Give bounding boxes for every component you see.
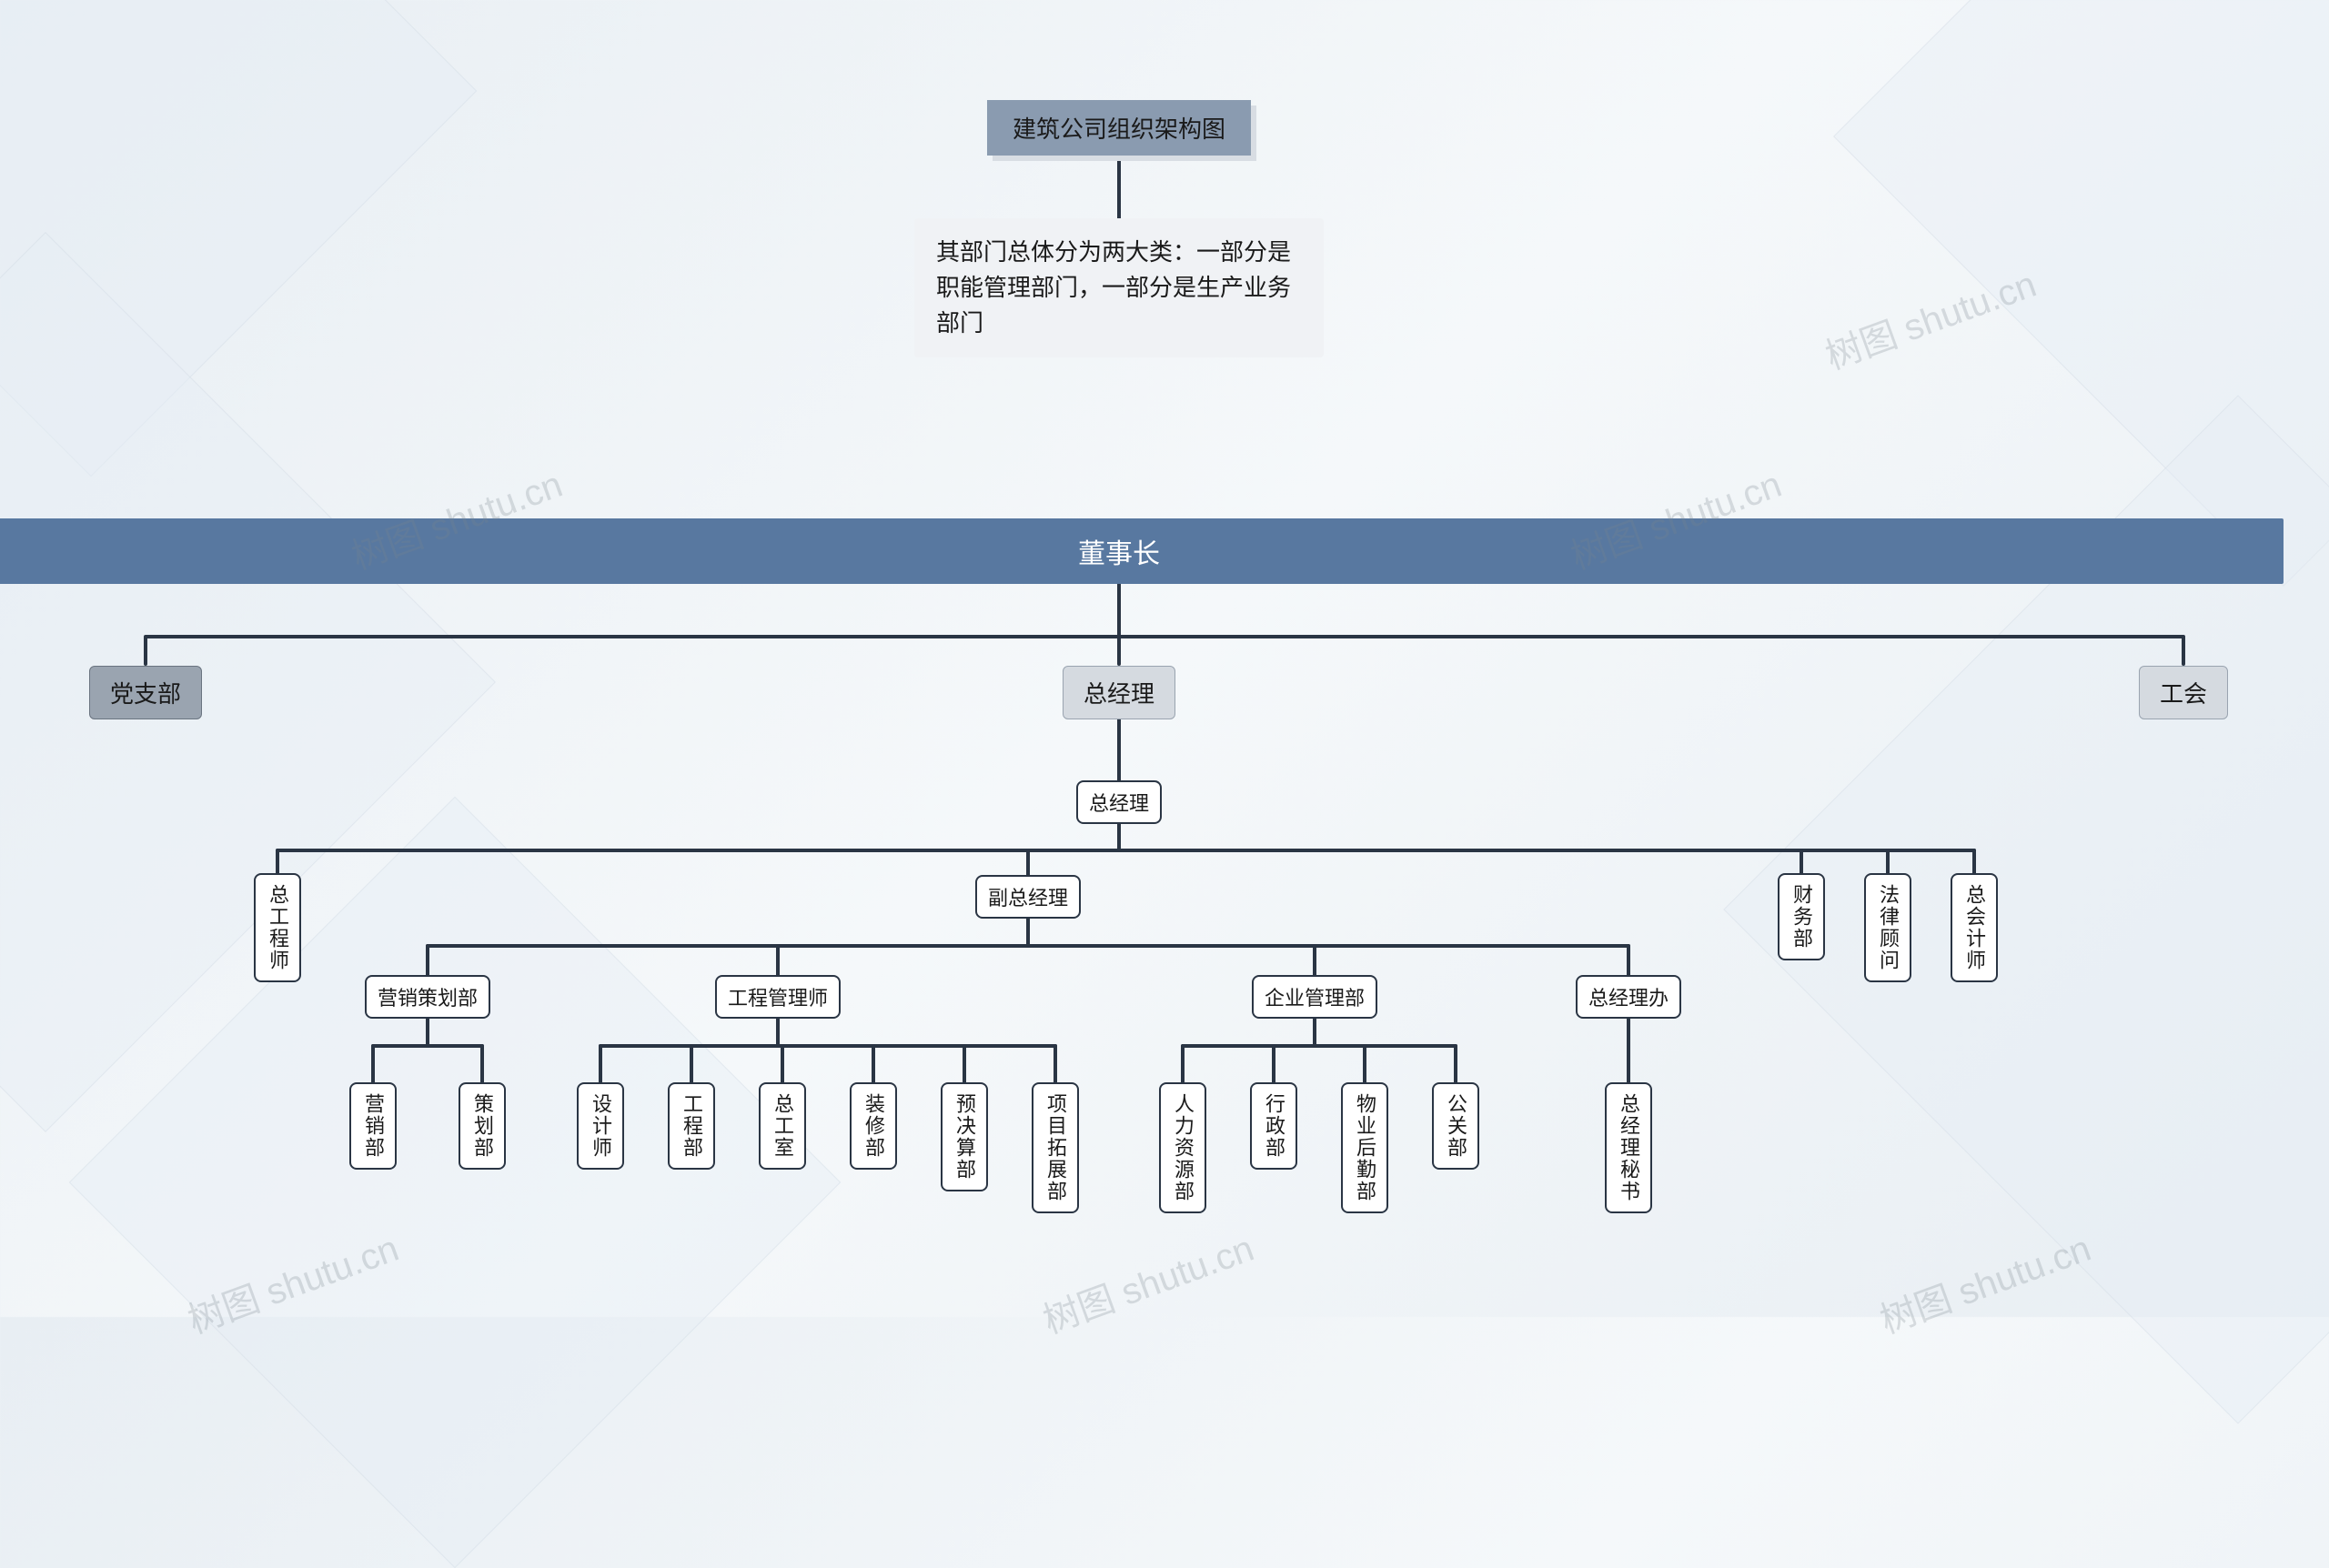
- node-pr: 公关部: [1432, 1082, 1479, 1170]
- chart-title: 建筑公司组织架构图: [987, 100, 1251, 156]
- chart-description: 其部门总体分为两大类：一部分是职能管理部门，一部分是生产业务部门: [914, 218, 1324, 357]
- node-chief-eng-office: 总工室: [759, 1082, 806, 1170]
- node-project-expand: 项目拓展部: [1032, 1082, 1079, 1213]
- node-marketing-plan: 营销策划部: [365, 975, 490, 1019]
- node-chief-accountant: 总会计师: [1951, 873, 1998, 982]
- node-budget: 预决算部: [941, 1082, 988, 1191]
- node-party: 党支部: [89, 666, 202, 719]
- node-deputy-gm: 副总经理: [975, 875, 1081, 919]
- node-sales: 营销部: [349, 1082, 397, 1170]
- node-eng-mgr: 工程管理师: [715, 975, 841, 1019]
- node-finance: 财务部: [1778, 873, 1825, 960]
- node-logistics: 物业后勤部: [1341, 1082, 1388, 1213]
- node-legal: 法律顾问: [1864, 873, 1911, 982]
- org-chart: 建筑公司组织架构图 其部门总体分为两大类：一部分是职能管理部门，一部分是生产业务…: [0, 0, 2329, 1317]
- node-gm1: 总经理: [1063, 666, 1175, 719]
- node-eng-dept: 工程部: [668, 1082, 715, 1170]
- node-gm-office: 总经理办: [1576, 975, 1681, 1019]
- node-decoration: 装修部: [850, 1082, 897, 1170]
- node-gm2: 总经理: [1076, 780, 1162, 824]
- node-hr: 人力资源部: [1159, 1082, 1206, 1213]
- node-union: 工会: [2139, 666, 2228, 719]
- node-planning: 策划部: [459, 1082, 506, 1170]
- node-designer: 设计师: [577, 1082, 624, 1170]
- node-chairman: 董事长: [0, 518, 2284, 584]
- chairman-label: 董事长: [1078, 531, 1160, 571]
- node-ent-mgmt: 企业管理部: [1252, 975, 1377, 1019]
- node-admin: 行政部: [1250, 1082, 1297, 1170]
- node-chief-engineer: 总工程师: [254, 873, 301, 982]
- node-gm-secretary: 总经理秘书: [1605, 1082, 1652, 1213]
